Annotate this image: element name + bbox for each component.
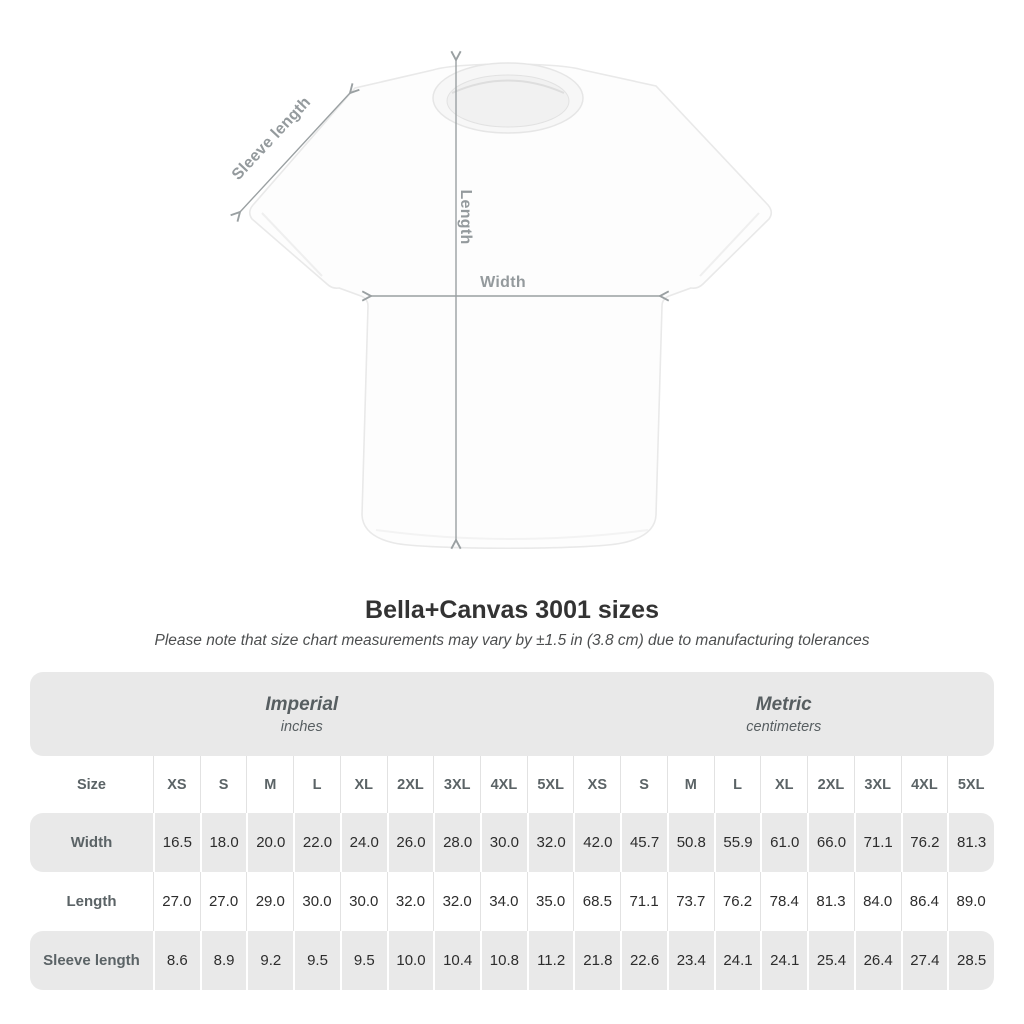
length-metric-value: 76.2 <box>713 872 761 931</box>
length-imperial-value: 27.0 <box>153 872 200 931</box>
sleeve-imperial-value: 9.5 <box>293 931 340 990</box>
sleeve-imperial-value: 8.6 <box>153 931 200 990</box>
width-metric-value: 66.0 <box>807 813 854 872</box>
size-col-header-imperial: S <box>199 756 247 813</box>
page-title: Bella+Canvas 3001 sizes <box>365 596 659 624</box>
size-col-header-metric: 4XL <box>900 756 948 813</box>
metric-unit: centimeters <box>746 718 822 735</box>
size-col-header-metric: 3XL <box>853 756 901 813</box>
length-metric-value: 86.4 <box>900 872 948 931</box>
sleeve-imperial-value: 10.0 <box>386 931 434 990</box>
size-col-header-imperial: 4XL <box>480 756 527 813</box>
sleeve-metric-value: 28.5 <box>947 931 994 990</box>
width-label: Width <box>480 274 526 291</box>
table-row-width: Width 16.5 18.0 20.0 22.0 24.0 26.0 28.0… <box>30 813 994 872</box>
length-imperial-value: 32.0 <box>433 872 480 931</box>
sleeve-imperial-value: 10.4 <box>433 931 480 990</box>
sleeve-metric-value: 27.4 <box>900 931 948 990</box>
size-col-header-imperial: 5XL <box>526 756 574 813</box>
sleeve-metric-value: 22.6 <box>620 931 667 990</box>
size-col-header-imperial: XS <box>153 756 200 813</box>
tolerance-note: Please note that size chart measurements… <box>154 632 870 649</box>
size-header-label: Size <box>76 776 106 793</box>
length-imperial-value: 32.0 <box>386 872 434 931</box>
measurement-arrows <box>230 50 670 550</box>
sleeve-imperial-value: 10.8 <box>480 931 527 990</box>
length-metric-value: 89.0 <box>947 872 994 931</box>
length-label: Length <box>457 189 474 245</box>
row-label: Width <box>70 834 113 851</box>
width-imperial-value: 26.0 <box>386 813 434 872</box>
width-imperial-value: 28.0 <box>433 813 480 872</box>
sleeve-metric-value: 25.4 <box>807 931 854 990</box>
width-metric-value: 61.0 <box>760 813 807 872</box>
units-header-band: Imperial inches Metric centimeters <box>30 672 994 756</box>
width-imperial-value: 16.5 <box>153 813 200 872</box>
metric-title: Metric <box>755 693 812 715</box>
width-imperial-value: 30.0 <box>480 813 527 872</box>
length-metric-value: 71.1 <box>620 872 667 931</box>
length-metric-value: 68.5 <box>573 872 620 931</box>
size-header-row: Size XS S M L XL 2XL 3XL 4XL 5XL XS S M … <box>30 756 994 813</box>
sleeve-metric-value: 23.4 <box>666 931 714 990</box>
sleeve-imperial-value: 9.5 <box>339 931 387 990</box>
width-metric-value: 42.0 <box>573 813 620 872</box>
length-metric-value: 81.3 <box>807 872 854 931</box>
sleeve-metric-value: 26.4 <box>853 931 901 990</box>
size-col-header-metric: XS <box>573 756 620 813</box>
length-imperial-value: 34.0 <box>480 872 527 931</box>
size-col-header-metric: XL <box>760 756 807 813</box>
length-imperial-value: 29.0 <box>246 872 293 931</box>
tshirt-illustration <box>230 50 773 550</box>
size-col-header-imperial: XL <box>339 756 387 813</box>
length-imperial-value: 30.0 <box>339 872 387 931</box>
row-label: Sleeve length <box>43 952 140 969</box>
width-metric-value: 50.8 <box>666 813 714 872</box>
size-col-header-imperial: M <box>246 756 293 813</box>
width-metric-value: 76.2 <box>900 813 948 872</box>
size-col-header-metric: 5XL <box>947 756 994 813</box>
length-imperial-value: 35.0 <box>526 872 574 931</box>
imperial-title: Imperial <box>265 693 339 715</box>
sleeve-imperial-value: 9.2 <box>246 931 293 990</box>
metric-group-header: Metric centimeters <box>574 672 995 756</box>
width-metric-value: 81.3 <box>947 813 994 872</box>
table-row-length: Length 27.0 27.0 29.0 30.0 30.0 32.0 32.… <box>30 872 994 931</box>
length-metric-value: 73.7 <box>666 872 714 931</box>
width-imperial-value: 22.0 <box>293 813 340 872</box>
imperial-unit: inches <box>280 718 323 735</box>
sleeve-metric-value: 24.1 <box>760 931 807 990</box>
width-metric-value: 71.1 <box>853 813 901 872</box>
table-row-sleeve-length: Sleeve length 8.6 8.9 9.2 9.5 9.5 10.0 1… <box>30 931 994 990</box>
tshirt-body-shape <box>248 62 773 550</box>
width-imperial-value: 24.0 <box>339 813 387 872</box>
sleeve-imperial-value: 11.2 <box>526 931 574 990</box>
size-table: Imperial inches Metric centimeters Size … <box>30 672 994 990</box>
width-metric-value: 45.7 <box>620 813 667 872</box>
sleeve-metric-value: 24.1 <box>713 931 761 990</box>
imperial-group-header: Imperial inches <box>30 672 574 756</box>
length-metric-value: 84.0 <box>853 872 901 931</box>
size-col-header-imperial: 2XL <box>386 756 434 813</box>
width-imperial-value: 32.0 <box>526 813 574 872</box>
length-imperial-value: 30.0 <box>293 872 340 931</box>
width-imperial-value: 20.0 <box>246 813 293 872</box>
size-col-header-imperial: L <box>293 756 340 813</box>
sleeve-imperial-value: 8.9 <box>199 931 247 990</box>
size-col-header-metric: L <box>713 756 761 813</box>
size-col-header-metric: S <box>620 756 667 813</box>
sleeve-metric-value: 21.8 <box>573 931 620 990</box>
tshirt-measurement-diagram: Sleeve length Length Width <box>229 50 773 550</box>
width-metric-value: 55.9 <box>713 813 761 872</box>
width-imperial-value: 18.0 <box>199 813 247 872</box>
size-col-header-imperial: 3XL <box>433 756 480 813</box>
sleeve-length-arrow <box>230 83 360 222</box>
row-label: Length <box>66 893 117 910</box>
size-col-header-metric: M <box>666 756 714 813</box>
length-imperial-value: 27.0 <box>199 872 247 931</box>
length-metric-value: 78.4 <box>760 872 807 931</box>
size-col-header-metric: 2XL <box>807 756 854 813</box>
